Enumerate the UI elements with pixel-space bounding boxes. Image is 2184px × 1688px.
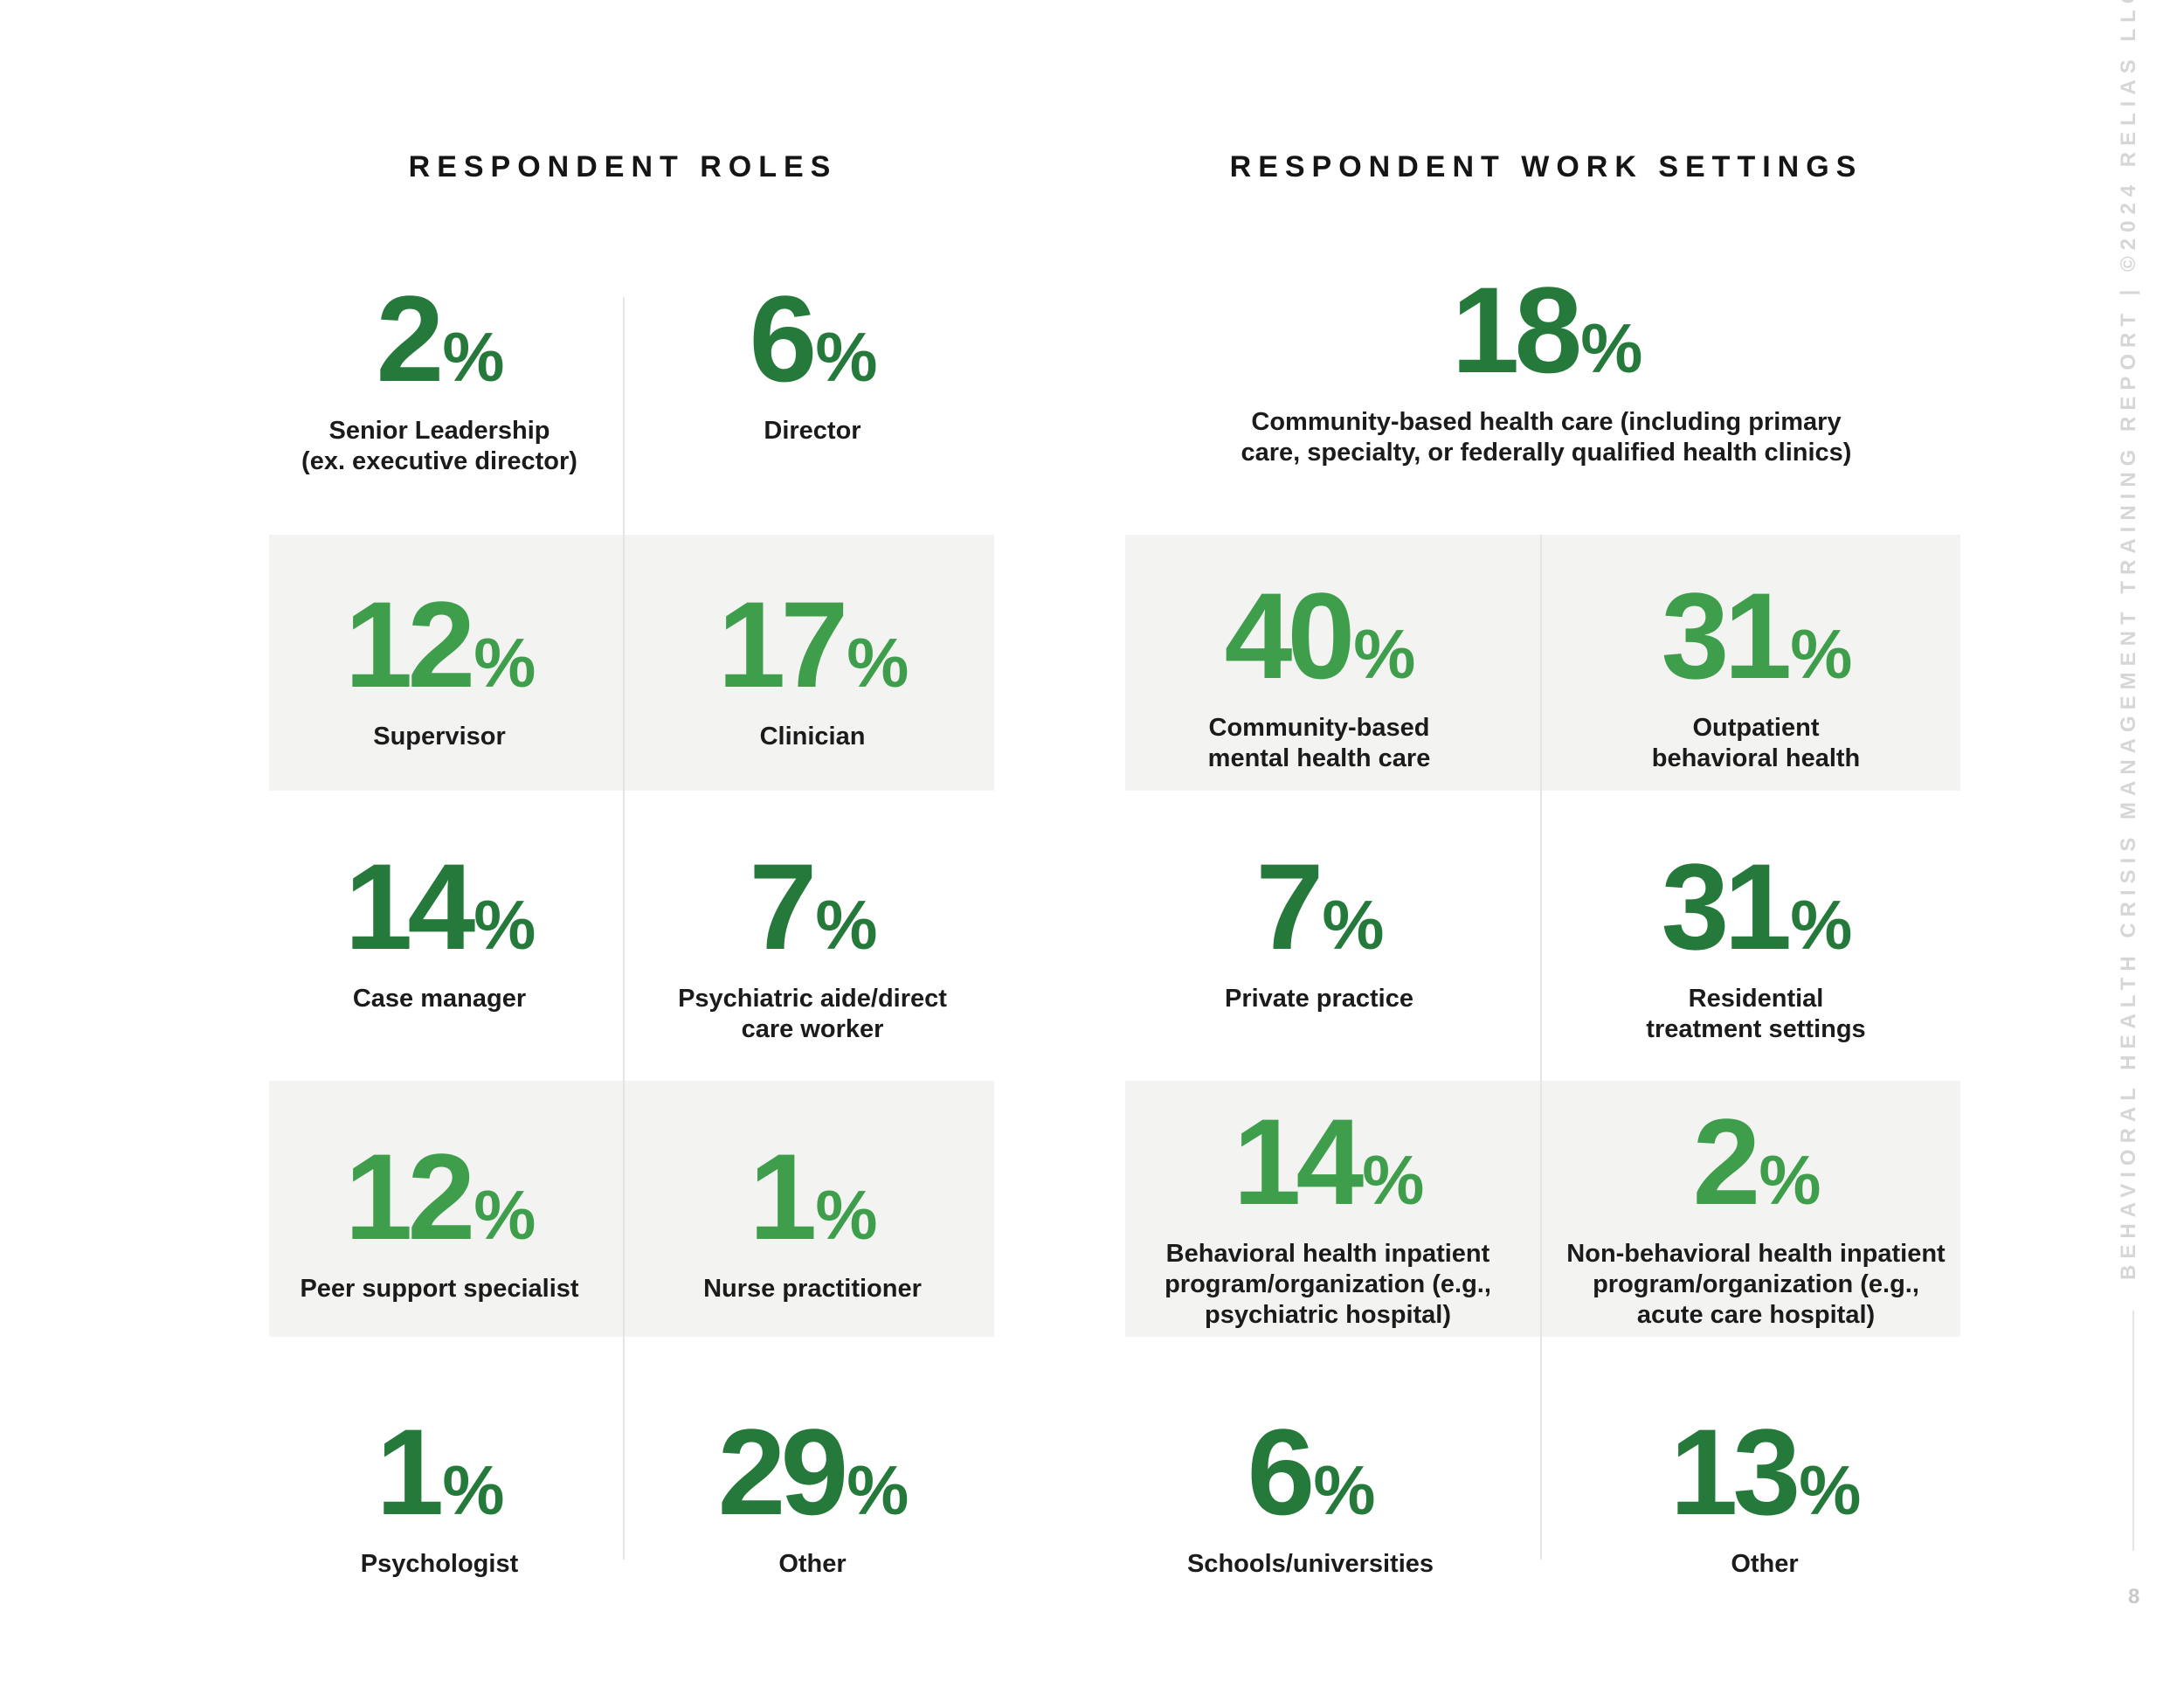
report-side-title: BEHAVIORAL HEALTH CRISIS MANAGEMENT TRAI…: [2117, 0, 2140, 1280]
stat-value: 18%: [1451, 261, 1643, 398]
stat-label: Community-based mental health care: [1207, 714, 1431, 772]
role-nurse-practitioner: 1% Nurse practitioner: [638, 1136, 987, 1304]
page-number: 8: [2128, 1585, 2140, 1608]
role-clinician: 17% Clinician: [638, 584, 987, 752]
stat-value: 31%: [1661, 838, 1853, 975]
stat-label: Senior Leadership (ex. executive directo…: [301, 417, 577, 475]
setting-community-health-care: 18% Community-based health care (includi…: [1162, 269, 1931, 468]
setting-other: 13% Other: [1581, 1411, 1948, 1580]
stat-value: 1%: [749, 1128, 877, 1265]
stat-label: Psychiatric aide/direct care worker: [678, 985, 947, 1043]
stat-label: Clinician: [759, 723, 866, 751]
setting-non-behavioral-inpatient: 2% Non-behavioral health inpatient progr…: [1555, 1101, 1957, 1331]
stat-label: Schools/universities: [1186, 1550, 1434, 1578]
role-psychologist: 1% Psychologist: [269, 1411, 610, 1580]
side-divider-line: [2132, 1311, 2134, 1551]
setting-schools: 6% Schools/universities: [1127, 1411, 1494, 1580]
stat-label: Non-behavioral health inpatient program/…: [1566, 1240, 1946, 1329]
settings-divider: [1540, 535, 1542, 1560]
stat-value: 7%: [1255, 838, 1384, 975]
stat-value: 14%: [344, 838, 536, 975]
roles-band-2: [269, 1081, 994, 1337]
stat-value: 2%: [1692, 1093, 1821, 1230]
stat-value: 13%: [1669, 1403, 1862, 1540]
stat-value: 12%: [344, 576, 536, 713]
roles-heading: RESPONDENT ROLES: [408, 150, 838, 183]
role-case-manager: 14% Case manager: [269, 846, 610, 1014]
stat-value: 7%: [749, 838, 877, 975]
role-supervisor: 12% Supervisor: [269, 584, 610, 752]
stat-label: Behavioral health inpatient program/orga…: [1165, 1240, 1491, 1329]
stat-value: 17%: [717, 576, 909, 713]
settings-band-2: [1125, 1081, 1960, 1337]
stat-label: Nurse practitioner: [703, 1275, 922, 1303]
stat-label: Supervisor: [373, 723, 506, 751]
stat-value: 40%: [1224, 567, 1416, 704]
stat-label: Private practice: [1224, 985, 1413, 1013]
role-other: 29% Other: [638, 1411, 987, 1580]
stat-value: 2%: [376, 270, 504, 407]
roles-band-1: [269, 535, 994, 791]
setting-outpatient-behavioral: 31% Outpatient behavioral health: [1564, 575, 1948, 774]
settings-heading: RESPONDENT WORK SETTINGS: [1229, 150, 1863, 183]
setting-community-mental-health: 40% Community-based mental health care: [1127, 575, 1511, 774]
setting-behavioral-inpatient: 14% Behavioral health inpatient program/…: [1127, 1101, 1529, 1331]
stat-value: 12%: [344, 1128, 536, 1265]
stat-value: 29%: [717, 1403, 909, 1540]
setting-private-practice: 7% Private practice: [1127, 846, 1511, 1014]
role-senior-leadership: 2% Senior Leadership (ex. executive dire…: [269, 278, 610, 477]
stat-label: Residential treatment settings: [1646, 985, 1866, 1043]
stat-value: 6%: [749, 270, 877, 407]
stat-label: Peer support specialist: [300, 1275, 579, 1303]
stat-value: 14%: [1233, 1093, 1425, 1230]
stat-label: Other: [778, 1550, 847, 1578]
roles-divider: [623, 297, 625, 1560]
role-peer-support: 12% Peer support specialist: [269, 1136, 610, 1304]
stat-label: Other: [1731, 1550, 1799, 1578]
stat-value: 1%: [376, 1403, 504, 1540]
stat-label: Director: [764, 417, 861, 445]
settings-band-1: [1125, 535, 1960, 791]
stat-value: 31%: [1661, 567, 1853, 704]
stat-label: Psychologist: [360, 1550, 519, 1578]
stat-label: Case manager: [352, 985, 527, 1013]
setting-residential-treatment: 31% Residential treatment settings: [1564, 846, 1948, 1045]
stat-label: Outpatient behavioral health: [1651, 714, 1861, 772]
role-director: 6% Director: [638, 278, 987, 446]
stat-value: 6%: [1247, 1403, 1375, 1540]
stat-label: Community-based health care (including p…: [1241, 408, 1852, 467]
role-psychiatric-aide: 7% Psychiatric aide/direct care worker: [638, 846, 987, 1045]
